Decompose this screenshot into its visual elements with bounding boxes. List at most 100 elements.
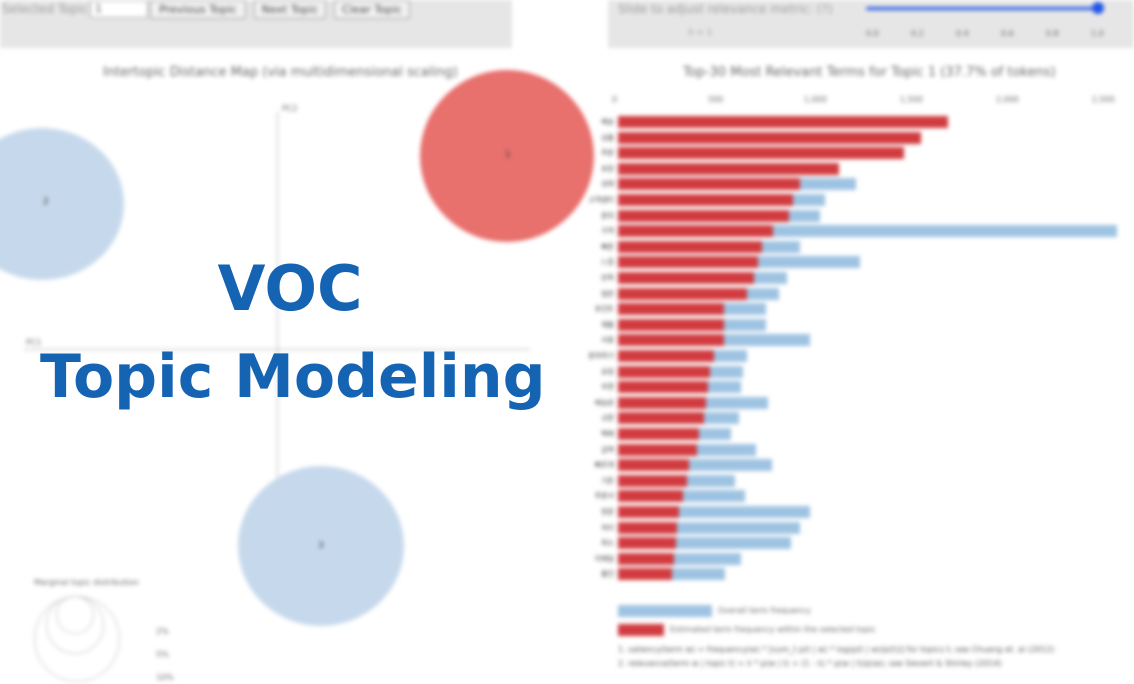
legend-overall-swatch (618, 605, 712, 617)
topic-circle-label: 3 (318, 541, 324, 551)
topic-frequency-bar[interactable] (618, 412, 705, 425)
previous-topic-button[interactable]: Previous Topic (150, 0, 246, 19)
x-tick-label: 0 (612, 95, 618, 104)
next-topic-button[interactable]: Next Topic (254, 0, 326, 19)
saliency-footnote: 1. saliency(term w) = frequency(w) * [su… (618, 645, 1055, 654)
pc2-label: PC2 (282, 104, 298, 113)
term-label[interactable]: 물건 (601, 570, 614, 579)
slider-tick: 0.2 (911, 29, 924, 38)
x-tick-label: 2,000 (995, 95, 1019, 104)
slider-tick: 0.0 (866, 29, 879, 38)
relevance-slider-thumb[interactable] (1092, 2, 1104, 14)
term-label[interactable]: 상품 (601, 133, 614, 142)
term-label[interactable]: 취소 (601, 539, 614, 548)
topic-circle-3[interactable] (238, 466, 404, 626)
term-label[interactable]: 상태 (601, 180, 614, 189)
topic-frequency-bar[interactable] (618, 537, 676, 550)
topic-frequency-bar[interactable] (618, 287, 747, 300)
topic-frequency-bar[interactable] (618, 194, 793, 206)
topic-frequency-bar[interactable] (618, 459, 689, 472)
overlay-title-line1: VOC (217, 252, 363, 325)
selected-topic-input[interactable]: 1 (90, 0, 148, 18)
term-label[interactable]: 이메일 (594, 554, 614, 563)
term-label[interactable]: 사용 (601, 336, 614, 345)
term-label[interactable]: 포장 (601, 164, 614, 173)
topic-frequency-bar[interactable] (618, 350, 714, 362)
topic-frequency-bar[interactable] (618, 428, 699, 440)
pc1-label: PC1 (26, 338, 42, 347)
term-label[interactable]: 금액 (601, 445, 614, 454)
term-label[interactable]: 주문 (601, 149, 614, 158)
term-label[interactable]: 기존 (601, 476, 614, 485)
topic-frequency-bar[interactable] (618, 474, 688, 487)
term-label[interactable]: 주문서 (594, 492, 614, 501)
topic-frequency-bar[interactable] (618, 396, 707, 409)
topic-frequency-bar[interactable] (618, 178, 801, 191)
topic-frequency-bar[interactable] (618, 240, 762, 253)
topic-frequency-bar[interactable] (618, 490, 684, 503)
term-label[interactable]: 빠르게 (594, 461, 614, 470)
term-label[interactable]: 배송 (601, 118, 614, 126)
pc1-axis (24, 349, 530, 350)
topic-frequency-bar[interactable] (618, 162, 839, 175)
topic-frequency-bar[interactable] (618, 521, 678, 534)
term-label[interactable]: 처리 (601, 523, 614, 532)
term-label[interactable]: 우편 (601, 383, 614, 392)
topic-frequency-bar[interactable] (618, 318, 724, 331)
selected-topic-label: Selected Topic: (2, 2, 93, 16)
topic-frequency-bar[interactable] (618, 256, 759, 269)
marginal-distribution-title: Marginal topic distribution (34, 578, 139, 587)
topic-frequency-bar[interactable] (618, 552, 674, 565)
term-label[interactable]: 택배 (601, 430, 614, 438)
topic-frequency-bar[interactable] (618, 272, 755, 284)
term-label[interactable]: 고객센터 (588, 196, 614, 204)
term-label[interactable]: 교환 (601, 414, 614, 423)
topic-circle-label: 1 (505, 150, 511, 160)
pc2-axis (277, 112, 278, 592)
clear-topic-button[interactable]: Clear Topic (334, 0, 410, 19)
term-label[interactable]: 느낌 (601, 258, 614, 267)
term-label[interactable]: 가격 (601, 227, 614, 236)
marginal-circle-large (34, 596, 120, 682)
topic-circle-1[interactable] (420, 70, 594, 242)
lambda-readout: λ = 1 (688, 28, 713, 38)
x-tick-label: 2,500 (1091, 95, 1115, 104)
slider-tick: 0.4 (956, 29, 969, 38)
topic-frequency-bar[interactable] (618, 303, 724, 316)
term-label[interactable]: 방문 (601, 508, 614, 516)
marginal-label: 5% (156, 650, 169, 659)
term-label[interactable]: 문의하기 (588, 352, 614, 360)
topic-frequency-bar[interactable] (618, 209, 789, 222)
overlay-title-line2: Topic Modeling (40, 342, 546, 412)
topic-frequency-bar[interactable] (618, 568, 672, 581)
legend-topic-swatch (618, 624, 664, 636)
relevance-slider-label: Slide to adjust relevance metric: (?) (618, 2, 833, 16)
topic-frequency-bar[interactable] (618, 225, 774, 238)
term-label[interactable]: 포인트 (594, 305, 614, 314)
term-label[interactable]: 제품 (601, 320, 614, 329)
term-label[interactable]: 빠른 (601, 242, 614, 251)
term-label[interactable]: 문의 (601, 211, 614, 220)
topic-frequency-bar[interactable] (618, 147, 904, 160)
marginal-label: 10% (156, 673, 174, 682)
relevance-slider-track[interactable] (866, 7, 1098, 10)
topic-frequency-bar[interactable] (618, 116, 949, 128)
topic-frequency-bar[interactable] (618, 334, 724, 347)
slider-tick: 0.6 (1001, 29, 1014, 38)
x-tick-label: 500 (707, 95, 724, 104)
intertopic-map-title: Intertopic Distance Map (via multidimens… (103, 65, 458, 80)
topic-frequency-bar[interactable] (618, 443, 697, 456)
topic-circle-label: 2 (43, 197, 49, 207)
term-label[interactable]: 만족 (601, 274, 614, 282)
slider-tick: 0.8 (1046, 29, 1059, 38)
slider-tick: 1.0 (1091, 29, 1104, 38)
x-tick-label: 1,500 (899, 95, 923, 104)
term-label[interactable]: 배송료 (594, 398, 614, 407)
topic-frequency-bar[interactable] (618, 381, 709, 394)
term-label[interactable]: 요청 (601, 367, 614, 376)
topic-frequency-bar[interactable] (618, 365, 711, 378)
term-label[interactable]: 일반 (601, 289, 614, 298)
x-tick-label: 1,000 (803, 95, 827, 104)
topic-frequency-bar[interactable] (618, 131, 922, 144)
topic-frequency-bar[interactable] (618, 506, 680, 518)
